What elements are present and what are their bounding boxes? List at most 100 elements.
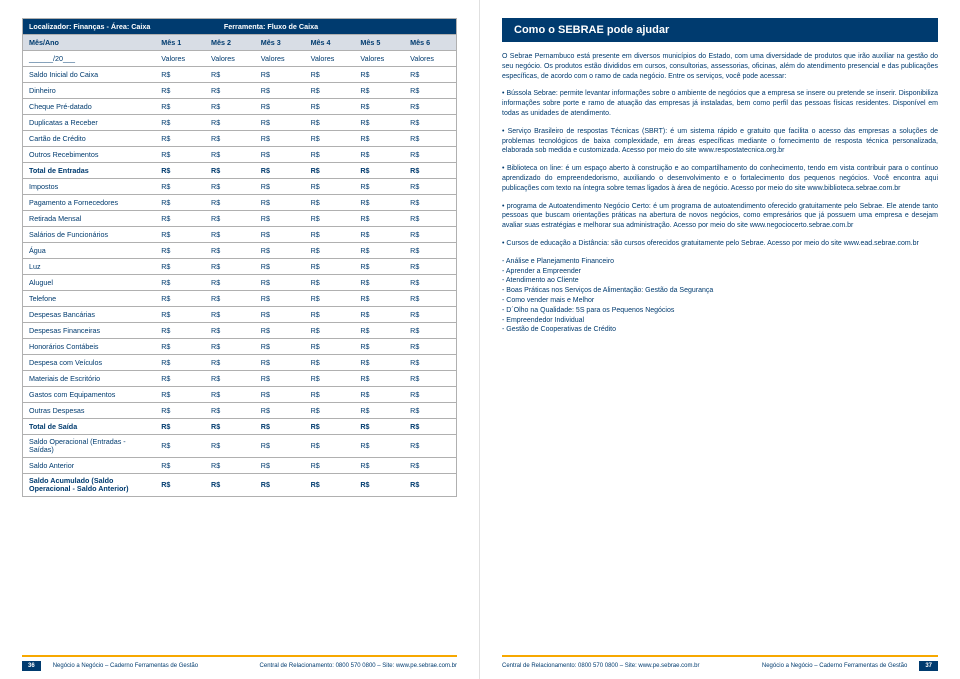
cell-value: R$ bbox=[257, 115, 307, 130]
cell-value: R$ bbox=[406, 131, 456, 146]
cell-value: R$ bbox=[307, 259, 357, 274]
cell-value: R$ bbox=[157, 195, 207, 210]
val6: Valores bbox=[406, 51, 456, 66]
cell-value: R$ bbox=[356, 291, 406, 306]
cell-value: R$ bbox=[207, 227, 257, 242]
mes6: Mês 6 bbox=[406, 35, 456, 50]
cell-value: R$ bbox=[157, 323, 207, 338]
cell-value: R$ bbox=[157, 458, 207, 473]
cell-value: R$ bbox=[257, 275, 307, 290]
cell-value: R$ bbox=[257, 179, 307, 194]
cell-value: R$ bbox=[356, 83, 406, 98]
row-label: Duplicatas a Receber bbox=[23, 115, 157, 130]
cell-value: R$ bbox=[307, 323, 357, 338]
cell-value: R$ bbox=[257, 227, 307, 242]
table-row: AluguelR$R$R$R$R$R$ bbox=[23, 275, 456, 291]
cell-value: R$ bbox=[157, 339, 207, 354]
course-item: - Gestão de Cooperativas de Crédito bbox=[502, 325, 938, 335]
help-title: Como o SEBRAE pode ajudar bbox=[502, 18, 938, 42]
row-label: Água bbox=[23, 243, 157, 258]
cell-value: R$ bbox=[307, 195, 357, 210]
cell-value: R$ bbox=[356, 403, 406, 418]
bullet-item: • Serviço Brasileiro de respostas Técnic… bbox=[502, 127, 938, 156]
cell-value: R$ bbox=[406, 99, 456, 114]
row-label: Despesas Bancárias bbox=[23, 307, 157, 322]
row-label: Honorários Contábeis bbox=[23, 339, 157, 354]
cell-value: R$ bbox=[356, 387, 406, 402]
cell-value: R$ bbox=[307, 477, 357, 492]
cell-value: R$ bbox=[356, 307, 406, 322]
cell-value: R$ bbox=[157, 387, 207, 402]
cell-value: R$ bbox=[406, 115, 456, 130]
table-row: Outros RecebimentosR$R$R$R$R$R$ bbox=[23, 147, 456, 163]
table-row: Despesas BancáriasR$R$R$R$R$R$ bbox=[23, 307, 456, 323]
cell-value: R$ bbox=[157, 291, 207, 306]
cell-value: R$ bbox=[356, 195, 406, 210]
table-row: Honorários ContábeisR$R$R$R$R$R$ bbox=[23, 339, 456, 355]
table-row: Retirada MensalR$R$R$R$R$R$ bbox=[23, 211, 456, 227]
table-row: TelefoneR$R$R$R$R$R$ bbox=[23, 291, 456, 307]
cell-value: R$ bbox=[307, 387, 357, 402]
mes2: Mês 2 bbox=[207, 35, 257, 50]
cell-value: R$ bbox=[307, 419, 357, 434]
cell-value: R$ bbox=[157, 179, 207, 194]
row-label: Aluguel bbox=[23, 275, 157, 290]
cell-value: R$ bbox=[207, 163, 257, 178]
cell-value: R$ bbox=[406, 163, 456, 178]
cell-value: R$ bbox=[257, 291, 307, 306]
cell-value: R$ bbox=[406, 371, 456, 386]
cell-value: R$ bbox=[356, 67, 406, 82]
valores-header: ______/20___ Valores Valores Valores Val… bbox=[23, 51, 456, 67]
cell-value: R$ bbox=[157, 259, 207, 274]
cell-value: R$ bbox=[157, 227, 207, 242]
row-label: Impostos bbox=[23, 179, 157, 194]
cell-value: R$ bbox=[207, 458, 257, 473]
cell-value: R$ bbox=[257, 477, 307, 492]
cell-value: R$ bbox=[307, 211, 357, 226]
cell-value: R$ bbox=[257, 131, 307, 146]
cell-value: R$ bbox=[157, 243, 207, 258]
cell-value: R$ bbox=[356, 243, 406, 258]
cell-value: R$ bbox=[157, 67, 207, 82]
table-row: Saldo Inicial do CaixaR$R$R$R$R$R$ bbox=[23, 67, 456, 83]
tool-label: Ferramenta: Fluxo de Caixa bbox=[218, 19, 456, 34]
row-label: Materiais de Escritório bbox=[23, 371, 157, 386]
footer-contact-right: Central de Relacionamento: 0800 570 0800… bbox=[502, 663, 750, 669]
cell-value: R$ bbox=[207, 179, 257, 194]
cell-value: R$ bbox=[157, 403, 207, 418]
cell-value: R$ bbox=[406, 275, 456, 290]
cell-value: R$ bbox=[406, 477, 456, 492]
footer-contact-left: Central de Relacionamento: 0800 570 0800… bbox=[260, 663, 457, 669]
cell-value: R$ bbox=[307, 67, 357, 82]
cell-value: R$ bbox=[307, 131, 357, 146]
cell-value: R$ bbox=[257, 83, 307, 98]
cell-value: R$ bbox=[406, 339, 456, 354]
cell-value: R$ bbox=[207, 477, 257, 492]
cell-value: R$ bbox=[356, 99, 406, 114]
footer-title-left: Negócio a Negócio – Caderno Ferramentas … bbox=[53, 663, 248, 669]
cell-value: R$ bbox=[356, 323, 406, 338]
left-page: Localizador: Finanças - Área: Caixa Ferr… bbox=[0, 0, 480, 679]
cell-value: R$ bbox=[257, 259, 307, 274]
cell-value: R$ bbox=[356, 477, 406, 492]
cell-value: R$ bbox=[307, 83, 357, 98]
cell-value: R$ bbox=[406, 83, 456, 98]
cell-value: R$ bbox=[157, 275, 207, 290]
cell-value: R$ bbox=[257, 163, 307, 178]
cell-value: R$ bbox=[356, 371, 406, 386]
table-row: Despesas FinanceirasR$R$R$R$R$R$ bbox=[23, 323, 456, 339]
cell-value: R$ bbox=[257, 243, 307, 258]
cell-value: R$ bbox=[307, 275, 357, 290]
val2: Valores bbox=[207, 51, 257, 66]
table-row: Despesa com VeículosR$R$R$R$R$R$ bbox=[23, 355, 456, 371]
course-item: - Atendimento ao Cliente bbox=[502, 276, 938, 286]
cell-value: R$ bbox=[207, 323, 257, 338]
cell-value: R$ bbox=[307, 291, 357, 306]
course-item: - Aprender a Empreender bbox=[502, 267, 938, 277]
cell-value: R$ bbox=[257, 307, 307, 322]
cell-value: R$ bbox=[307, 147, 357, 162]
intro-paragraph: O Sebrae Pernambuco está presente em div… bbox=[502, 52, 938, 81]
cell-value: R$ bbox=[406, 307, 456, 322]
cell-value: R$ bbox=[257, 371, 307, 386]
row-label: Despesa com Veículos bbox=[23, 355, 157, 370]
